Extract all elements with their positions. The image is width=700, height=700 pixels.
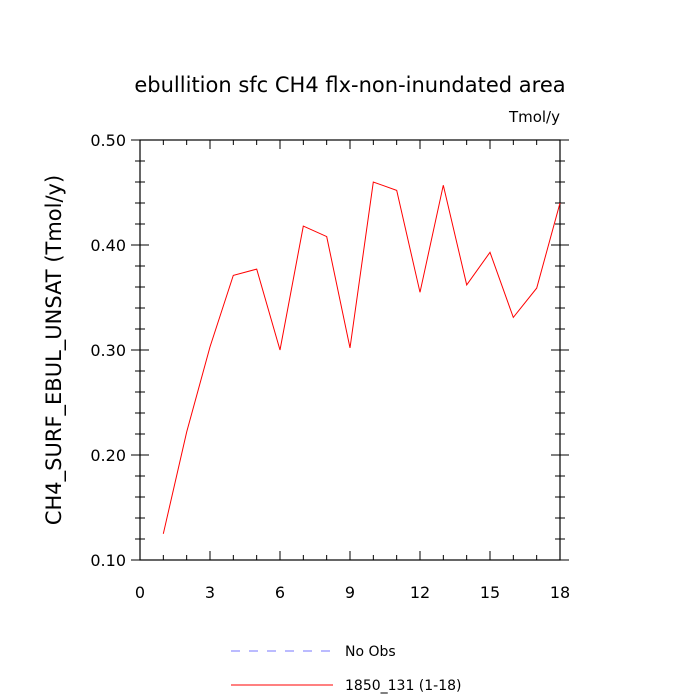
legend: No Obs 1850_131 (1-18)	[231, 644, 462, 694]
x-tick-label: 18	[550, 583, 570, 602]
x-tick-label: 3	[205, 583, 215, 602]
series-layer	[162, 181, 561, 534]
y-tick-label: 0.50	[90, 131, 126, 150]
y-tick-label: 0.30	[90, 341, 126, 360]
chart-title: ebullition sfc CH4 flx-non-inundated are…	[134, 73, 565, 97]
series-line	[162, 181, 561, 534]
axis-tick-labels: 0 3 6 9 12 15 18 0.10 0.20 0.30 0.40 0.50	[90, 131, 570, 602]
units-label: Tmol/y	[508, 108, 560, 126]
y-tick-label: 0.10	[90, 551, 126, 570]
y-tick-label: 0.20	[90, 446, 126, 465]
legend-label: No Obs	[345, 644, 396, 660]
x-tick-label: 9	[345, 583, 355, 602]
x-tick-label: 12	[410, 583, 430, 602]
y-tick-label: 0.40	[90, 236, 126, 255]
x-tick-label: 0	[135, 583, 145, 602]
plot-frame	[139, 139, 561, 561]
y-axis-label: CH4_SURF_EBUL_UNSAT (Tmol/y)	[42, 175, 67, 525]
legend-label: 1850_131 (1-18)	[345, 678, 462, 694]
x-tick-label: 6	[275, 583, 285, 602]
axis-ticks	[131, 139, 569, 561]
x-tick-label: 15	[480, 583, 500, 602]
